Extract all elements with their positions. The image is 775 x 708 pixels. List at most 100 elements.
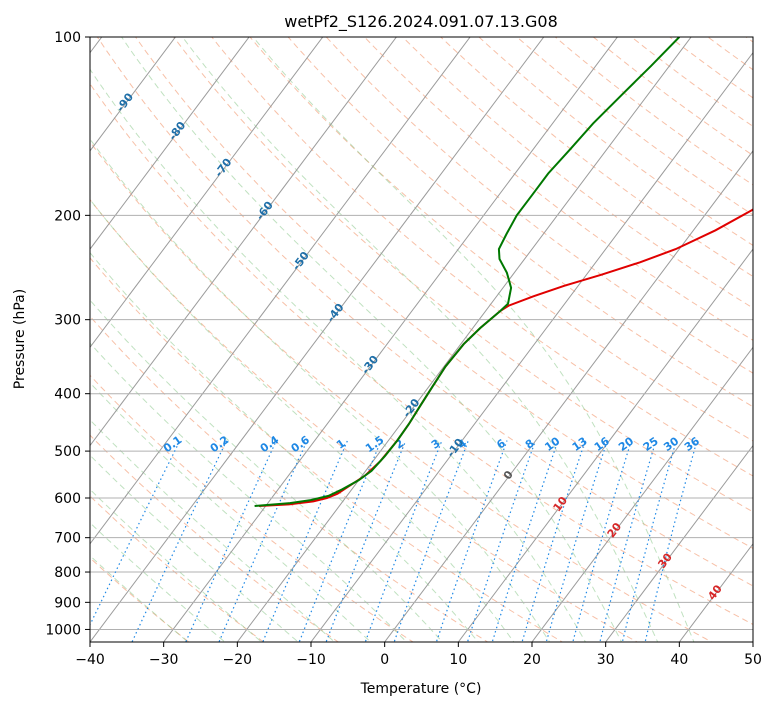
y-tick-label: 100 <box>54 30 81 46</box>
mixing-ratio-line <box>435 440 508 642</box>
dry-adiabat <box>211 37 753 477</box>
x-tick-label: −30 <box>149 652 179 668</box>
moist-adiabat <box>90 299 444 642</box>
mixing-ratio-label: 0.6 <box>289 433 313 455</box>
dry-adiabat <box>630 37 753 128</box>
y-tick-label: 200 <box>54 208 81 224</box>
moist-adiabat <box>90 382 372 642</box>
dry-adiabat <box>134 37 753 549</box>
dry-adiabat <box>325 37 753 374</box>
mixing-ratio-label: 1.5 <box>363 433 386 455</box>
mixing-ratio-line <box>364 440 443 642</box>
x-tick-label: 50 <box>744 652 762 668</box>
mixing-ratio-line <box>185 440 277 642</box>
plot-frame <box>89 36 754 643</box>
dry-adiabat <box>478 37 753 246</box>
moist-adiabat <box>90 454 299 642</box>
isotherm-line <box>384 150 753 642</box>
moist-adiabat <box>90 488 263 642</box>
x-tick-label: 20 <box>523 652 541 668</box>
mixing-ratio-line <box>393 440 469 642</box>
isotherm-line <box>163 37 619 642</box>
y-tick-label: 400 <box>54 387 81 403</box>
isotherm-line <box>90 37 177 152</box>
moist-adiabat <box>90 419 336 642</box>
mixing-ratio-line <box>491 440 559 642</box>
dry-adiabat <box>363 37 753 341</box>
moist-adiabat <box>121 37 623 642</box>
moist-adiabat <box>90 138 551 642</box>
dry-adiabat <box>287 37 753 408</box>
y-tick-label: 900 <box>54 595 81 611</box>
x-tick-label: 0 <box>380 652 389 668</box>
mixing-ratio-line <box>262 440 349 642</box>
x-tick-label: −10 <box>296 652 326 668</box>
mixing-ratio-line <box>90 440 181 627</box>
dry-adiabat <box>516 37 753 216</box>
y-tick-label: 500 <box>54 444 81 460</box>
x-axis-label: Temperature (°C) <box>360 681 482 697</box>
moist-adiabat <box>90 522 226 642</box>
moist-adiabat <box>90 554 189 642</box>
isotherm-line <box>678 542 753 642</box>
moist-adiabat <box>90 68 587 642</box>
isotherm-label: -100 <box>59 60 86 90</box>
dry-adiabat <box>96 37 753 587</box>
mixing-ratio-line <box>218 440 308 642</box>
chart-title: wetPf2_S126.2024.091.07.13.G08 <box>284 12 558 32</box>
dry-adiabat <box>90 257 564 642</box>
moist-adiabat <box>252 37 695 642</box>
y-axis-label: Pressure (hPa) <box>12 289 28 389</box>
temperature-profile <box>258 208 753 507</box>
isotherm-line <box>752 641 753 642</box>
isotherm-line <box>90 37 324 349</box>
mixing-ratio-line <box>131 440 228 642</box>
moist-adiabat <box>90 342 408 642</box>
plot-area: 0.1 0.2 0.4 0.6 1 1.5 2 3 4 6 8 10 13 16 20 25 30 36-100-… <box>59 11 775 654</box>
y-tick-label: 1000 <box>45 622 81 638</box>
mixing-ratio-label: 0.4 <box>258 433 282 455</box>
isotherm-line <box>531 346 753 642</box>
mixing-ratio-line <box>644 440 698 642</box>
dry-adiabat <box>748 11 775 654</box>
mixing-ratio-line <box>466 440 536 642</box>
mixing-ratio-line <box>572 440 632 642</box>
isotherm-line <box>90 37 398 447</box>
dewpoint-profile <box>254 37 681 507</box>
y-tick-label: 600 <box>54 491 81 507</box>
moist-adiabat <box>90 251 479 642</box>
x-tick-label: 40 <box>670 652 688 668</box>
y-tick-label: 700 <box>54 531 81 547</box>
dry-adiabat <box>90 374 414 642</box>
mixing-ratio-line <box>298 440 382 642</box>
mixing-ratio-line <box>621 440 677 642</box>
dry-adiabat <box>249 37 753 442</box>
dry-adiabat <box>90 315 489 642</box>
isotherm-line <box>605 444 753 642</box>
y-tick-label: 800 <box>54 565 81 581</box>
x-tick-label: 10 <box>449 652 467 668</box>
isotherm-line <box>90 37 250 250</box>
x-tick-label: −20 <box>223 652 253 668</box>
moist-adiabat <box>90 198 515 642</box>
dry-adiabat <box>554 37 753 186</box>
isotherm-line <box>90 37 471 545</box>
y-tick-label: 300 <box>54 313 81 329</box>
moist-adiabat <box>182 37 659 642</box>
isotherm-line <box>90 37 545 642</box>
dry-adiabat <box>668 37 753 99</box>
mixing-ratio-label: 6 <box>494 437 508 452</box>
isotherm-line <box>236 37 692 642</box>
isotherm-line <box>310 51 753 642</box>
dry-adiabat <box>173 37 753 513</box>
dry-adiabat <box>90 434 340 642</box>
dry-adiabat <box>401 37 753 309</box>
dry-adiabat <box>90 198 639 642</box>
mixing-ratio-line <box>325 440 407 642</box>
dry-adiabat <box>440 37 753 278</box>
isotherm-line <box>457 248 753 642</box>
x-tick-label: 30 <box>597 652 615 668</box>
dry-adiabat <box>707 37 753 71</box>
